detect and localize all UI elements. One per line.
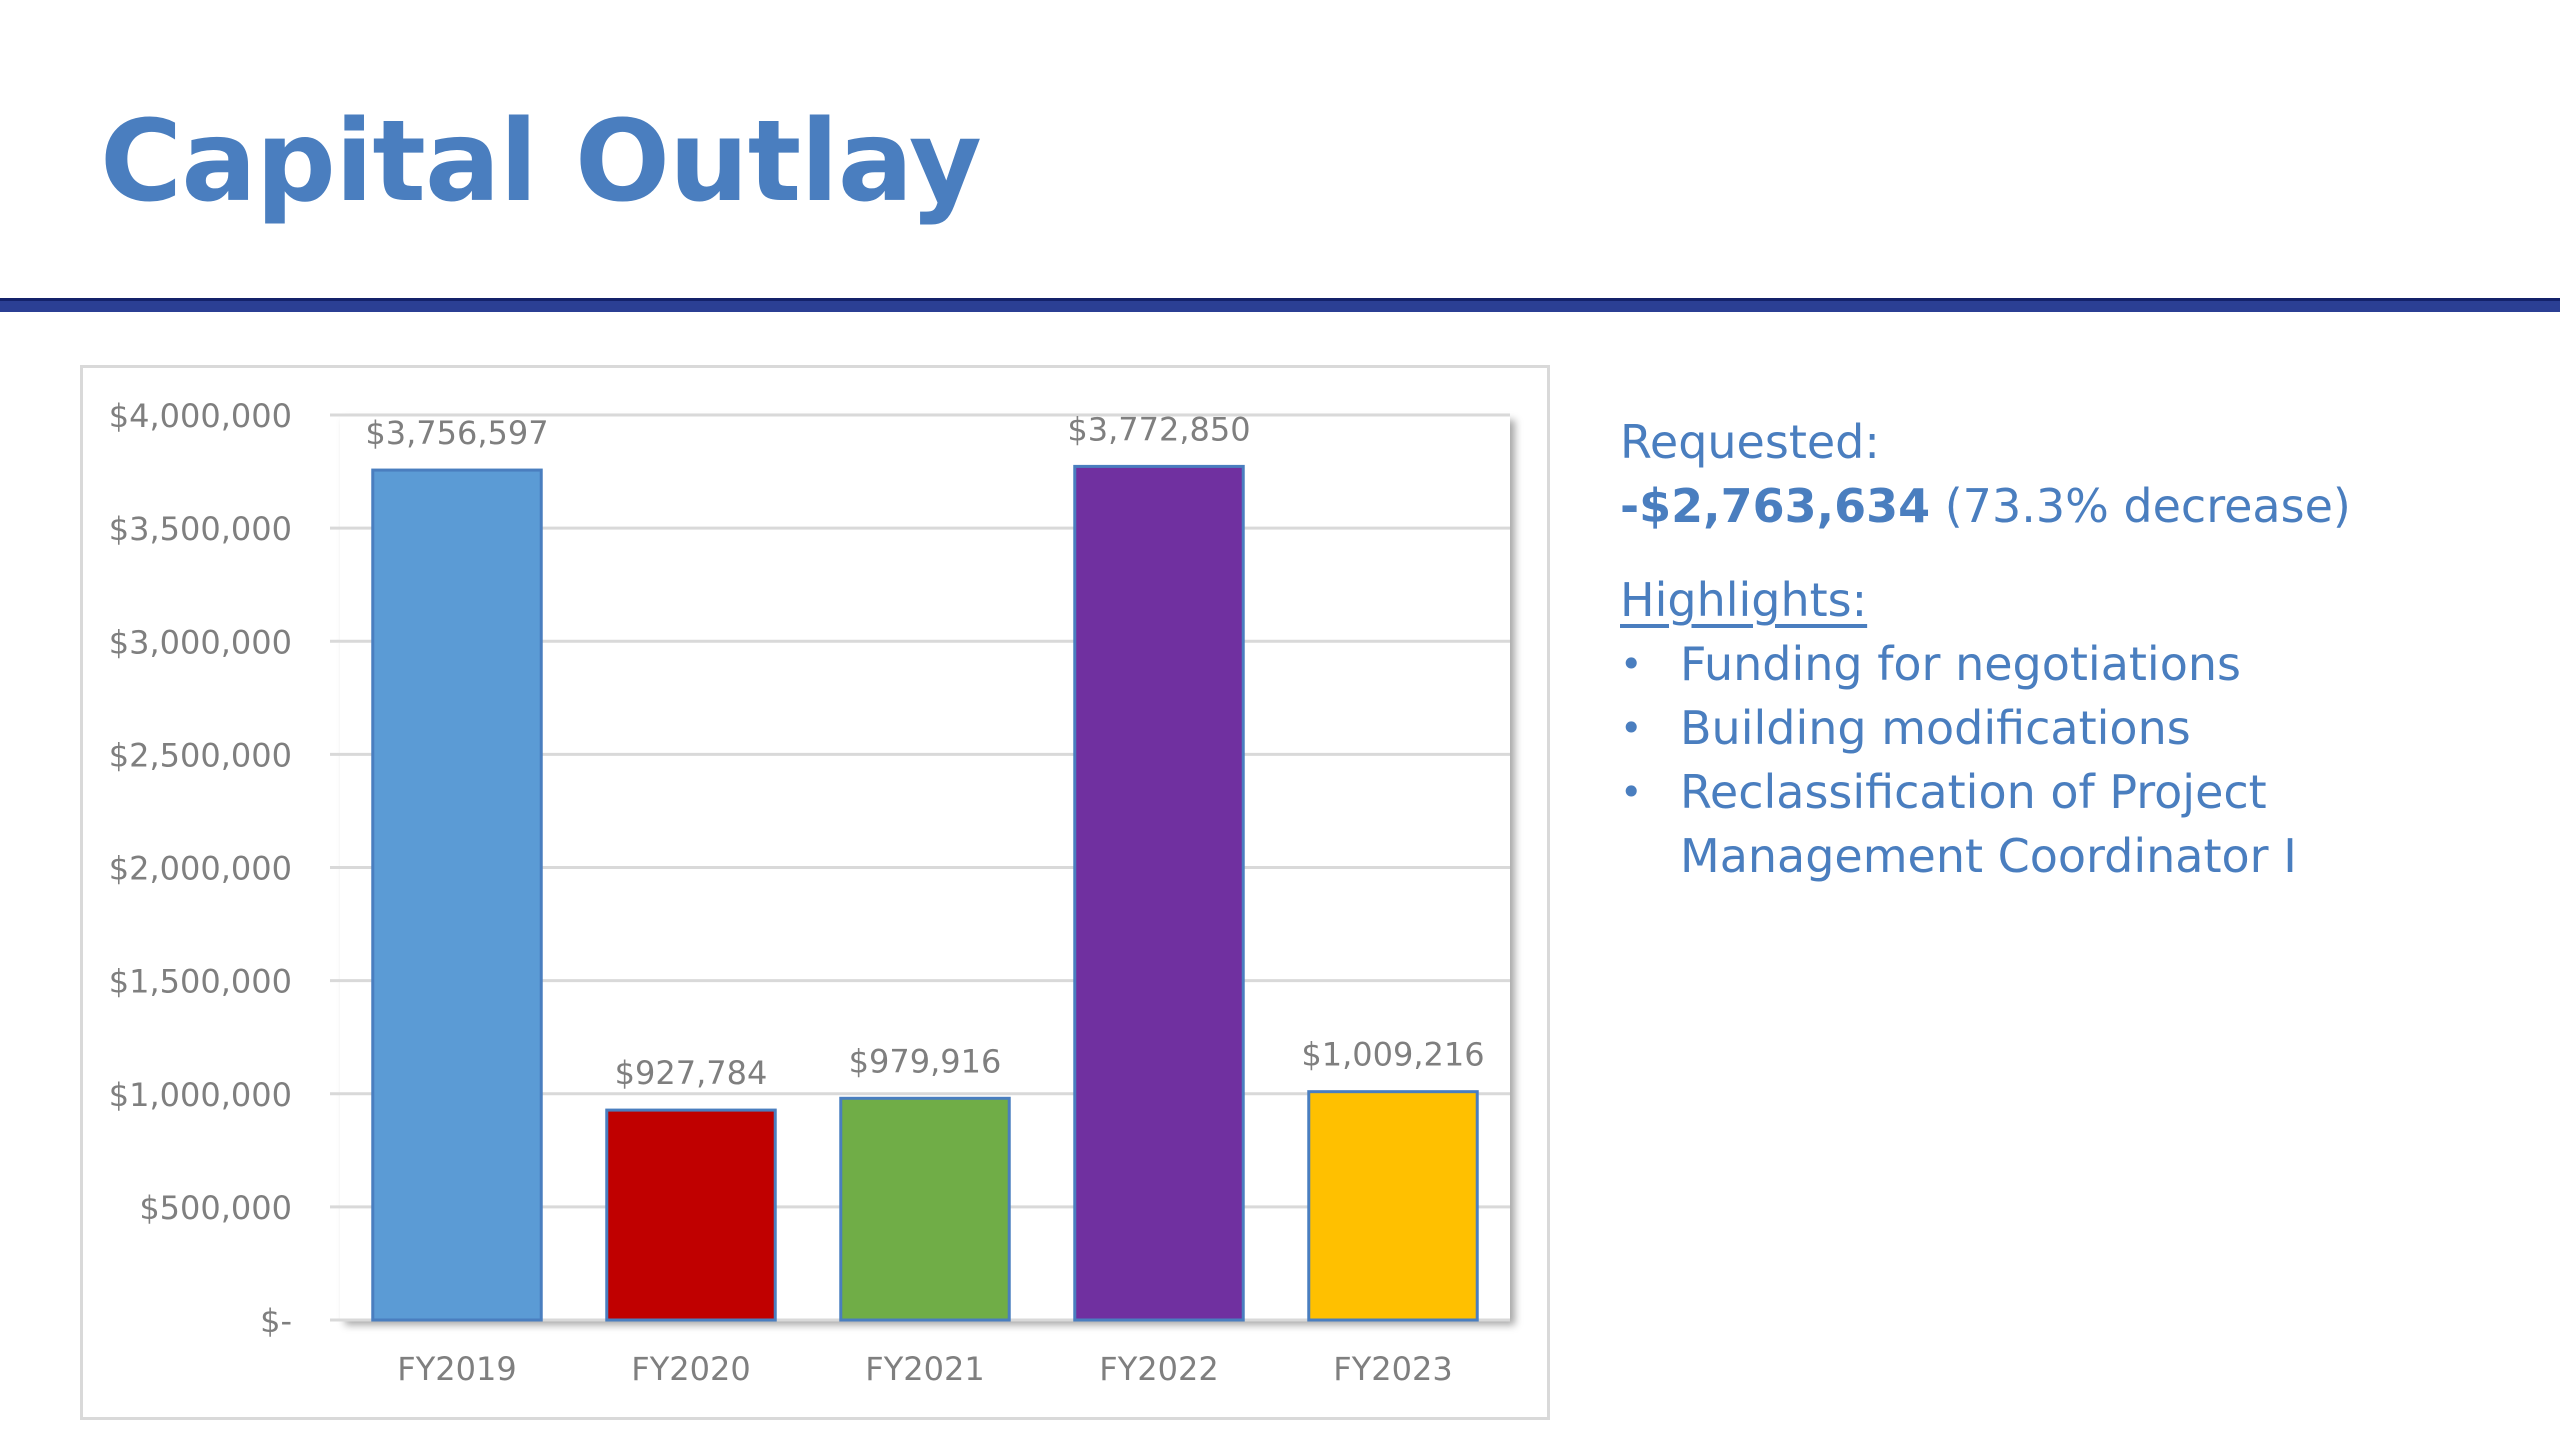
data-labels: $3,756,597 $927,784 $979,916 $3,772,850 $1,0… [365, 410, 1484, 1092]
bar [371, 468, 543, 1322]
highlights-list: • Funding for negotiations • Building modi… [1620, 632, 2520, 888]
y-tick-label: $1,000,000 [109, 1076, 292, 1114]
highlight-item: • Funding for negotiations [1620, 632, 2520, 696]
x-axis-ticks: FY2019 FY2020 FY2021 FY2022 FY2023 [397, 1350, 1452, 1388]
slide-title: Capital Outlay [100, 97, 982, 227]
requested-value: -$2,763,634 (73.3% decrease) [1620, 474, 2520, 538]
requested-amount: -$2,763,634 [1620, 479, 1931, 533]
bullet-icon: • [1620, 770, 1643, 814]
bullet-icon: • [1620, 706, 1643, 750]
data-label: $927,784 [615, 1054, 768, 1092]
data-label: $979,916 [849, 1042, 1002, 1080]
data-label: $3,756,597 [365, 414, 548, 452]
highlight-text: Reclassification of Project Management C… [1680, 765, 2297, 883]
y-tick-label: $1,500,000 [109, 963, 292, 1001]
x-tick-label: FY2022 [1099, 1350, 1218, 1388]
chart-canvas: $- $500,000 $1,000,000 $1,500,000 $2,000,000… [109, 397, 1510, 1388]
y-tick-label: $3,000,000 [109, 623, 292, 661]
title-divider [0, 298, 2560, 312]
highlight-item: • Reclassification of Project Management … [1620, 760, 2520, 888]
data-label: $1,009,216 [1301, 1036, 1484, 1074]
bar [605, 1108, 777, 1322]
bar [839, 1096, 1011, 1322]
x-tick-label: FY2023 [1333, 1350, 1452, 1388]
y-axis-ticks: $- $500,000 $1,000,000 $1,500,000 $2,000,000… [109, 397, 292, 1340]
y-tick-label: $- [260, 1302, 292, 1340]
y-tick-label: $3,500,000 [109, 510, 292, 548]
x-tick-label: FY2021 [865, 1350, 984, 1388]
y-tick-label: $2,000,000 [109, 850, 292, 888]
bars [371, 464, 1479, 1322]
y-tick-label: $4,000,000 [109, 397, 292, 435]
summary-panel: Requested: -$2,763,634 (73.3% decrease) … [1620, 410, 2520, 888]
x-tick-label: FY2020 [631, 1350, 750, 1388]
highlight-text: Building modifications [1680, 701, 2191, 755]
highlight-text: Funding for negotiations [1680, 637, 2241, 691]
x-tick-label: FY2019 [397, 1350, 516, 1388]
highlight-item: • Building modifications [1620, 696, 2520, 760]
bar [1073, 464, 1245, 1322]
highlights-heading: Highlights: [1620, 573, 1868, 627]
y-tick-label: $2,500,000 [109, 736, 292, 774]
requested-change: (73.3% decrease) [1944, 479, 2351, 533]
bullet-icon: • [1620, 642, 1643, 686]
data-label: $3,772,850 [1067, 410, 1250, 448]
bar [1307, 1090, 1479, 1322]
y-tick-label: $500,000 [139, 1189, 292, 1227]
requested-label: Requested: [1620, 415, 1880, 469]
bar-chart: $- $500,000 $1,000,000 $1,500,000 $2,000,000… [80, 365, 1550, 1420]
